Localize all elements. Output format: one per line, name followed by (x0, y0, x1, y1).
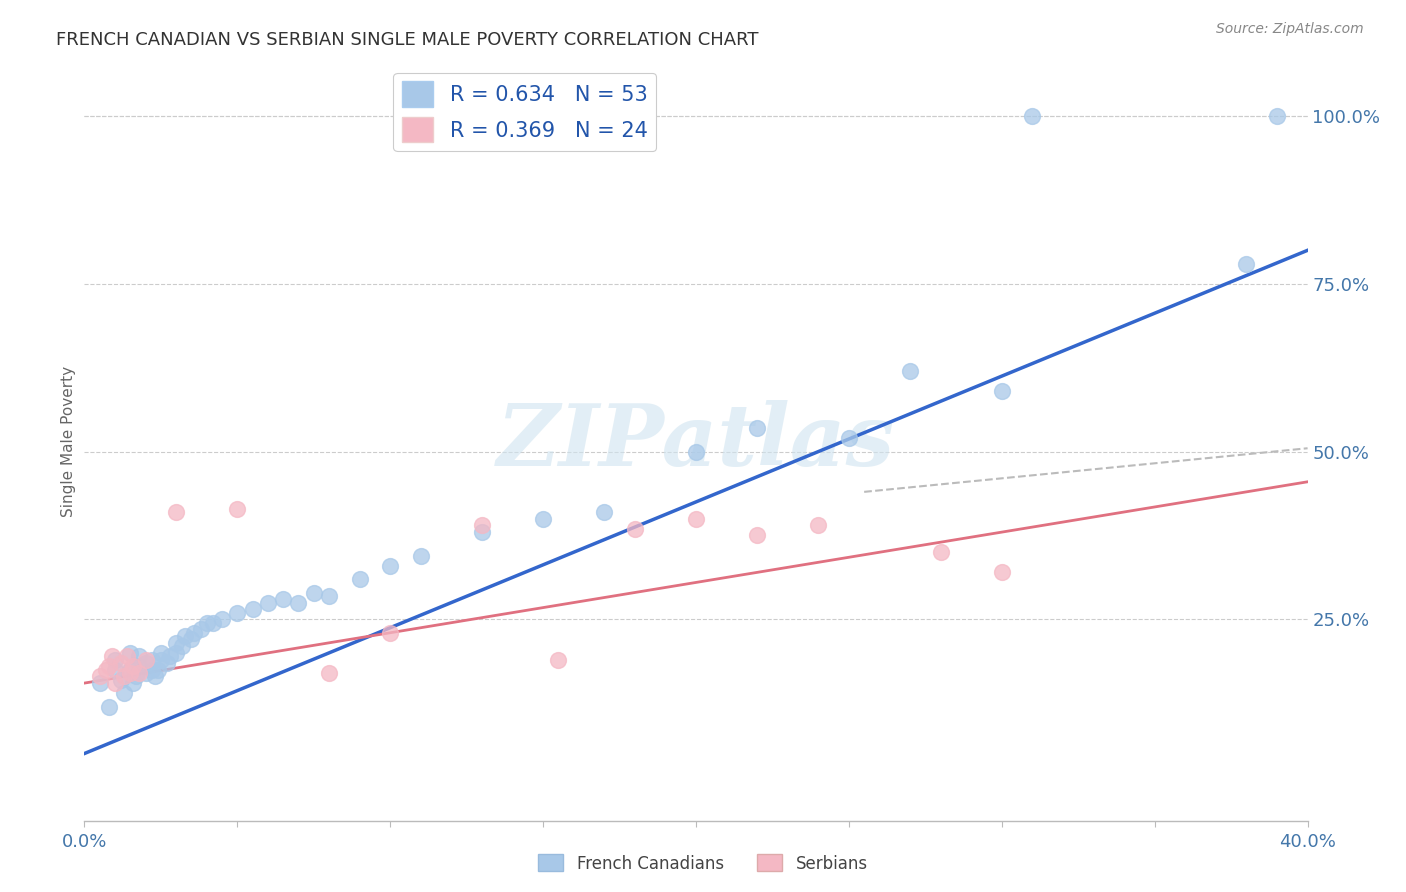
Point (122, 659, 145, 673)
Point (156, 656, 179, 670)
Point (531, 512, 554, 526)
Point (471, 525, 494, 540)
Point (685, 444, 707, 458)
Point (195, 615, 218, 630)
Point (1236, 257, 1258, 271)
Point (120, 646, 142, 660)
Point (991, 566, 1014, 580)
Point (165, 636, 187, 650)
Point (110, 656, 132, 670)
Point (115, 649, 138, 664)
Point (1021, 109, 1043, 123)
Point (174, 629, 197, 643)
Point (380, 558, 402, 573)
Point (125, 669, 148, 683)
Text: Source: ZipAtlas.com: Source: ZipAtlas.com (1216, 22, 1364, 37)
Point (143, 669, 166, 683)
Legend: French Canadians, Serbians: French Canadians, Serbians (531, 847, 875, 880)
Point (318, 666, 340, 681)
Point (141, 663, 163, 677)
Point (898, 364, 921, 378)
Point (685, 512, 707, 526)
Point (929, 545, 952, 559)
Point (302, 585, 325, 599)
Point (112, 669, 135, 683)
Point (380, 625, 402, 640)
Point (226, 501, 249, 516)
Point (409, 549, 432, 563)
Point (104, 676, 127, 690)
Point (101, 649, 124, 664)
Point (318, 589, 340, 603)
Point (128, 666, 150, 681)
Legend: R = 0.634   N = 53, R = 0.369   N = 24: R = 0.634 N = 53, R = 0.369 N = 24 (394, 73, 657, 151)
Point (149, 646, 172, 660)
Point (190, 623, 212, 637)
Point (120, 666, 142, 681)
Point (89, 676, 111, 690)
Point (471, 518, 494, 533)
Point (146, 663, 169, 677)
Point (112, 686, 135, 700)
Point (593, 505, 616, 519)
Point (172, 639, 194, 653)
Point (211, 612, 233, 626)
Y-axis label: Single Male Poverty: Single Male Poverty (60, 366, 76, 517)
Point (89, 669, 111, 683)
Point (747, 421, 769, 435)
Point (838, 431, 860, 445)
Point (257, 596, 280, 610)
Point (349, 572, 371, 586)
Point (165, 505, 187, 519)
Point (287, 596, 309, 610)
Point (201, 615, 224, 630)
Point (271, 592, 294, 607)
Point (159, 649, 181, 664)
Point (122, 676, 145, 690)
Point (1265, 109, 1288, 123)
Point (120, 663, 142, 677)
Point (135, 652, 157, 666)
Point (165, 646, 187, 660)
Point (747, 528, 769, 542)
Point (807, 518, 830, 533)
Point (183, 625, 205, 640)
Point (135, 656, 157, 670)
Point (104, 652, 127, 666)
Point (94, 663, 117, 677)
Point (991, 384, 1014, 399)
Point (128, 659, 150, 673)
Point (97, 659, 120, 673)
Point (97, 699, 120, 714)
Point (180, 632, 202, 647)
Point (624, 522, 647, 536)
Point (104, 663, 127, 677)
Point (242, 602, 264, 616)
Text: FRENCH CANADIAN VS SERBIAN SINGLE MALE POVERTY CORRELATION CHART: FRENCH CANADIAN VS SERBIAN SINGLE MALE P… (56, 31, 759, 49)
Point (149, 652, 172, 666)
Point (226, 606, 249, 620)
Point (128, 649, 150, 664)
Point (547, 652, 569, 666)
Point (135, 666, 157, 681)
Text: ZIPatlas: ZIPatlas (496, 400, 896, 483)
Point (110, 673, 132, 687)
Point (141, 652, 163, 666)
